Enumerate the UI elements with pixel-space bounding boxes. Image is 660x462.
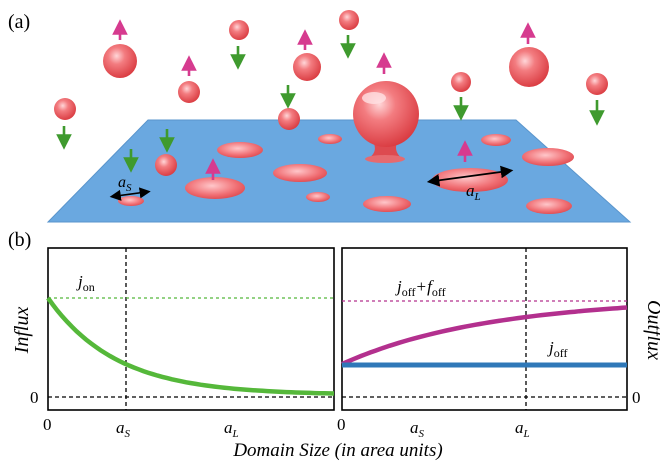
x-tick-al-right: aL	[515, 418, 530, 440]
surface-cap	[306, 192, 330, 202]
small-domain-annotation: aS	[109, 174, 151, 201]
x-tick-zero-left: 0	[43, 415, 52, 434]
droplet	[229, 20, 249, 40]
attached-droplet	[353, 81, 419, 163]
droplet	[155, 154, 177, 176]
surface-cap-small	[118, 196, 144, 206]
panel-b: (b) jon joff+foff joff Influx Outflux 0 …	[8, 229, 660, 461]
large-domain-annotation: aL	[426, 165, 514, 203]
droplet	[54, 98, 76, 120]
droplet	[293, 53, 321, 81]
surface-cap	[185, 177, 245, 199]
x-tick-as-right: aS	[410, 418, 425, 440]
panel-a: (a)	[8, 10, 632, 223]
outflux-total-curve	[341, 305, 628, 367]
influx-plot-frame	[47, 247, 335, 411]
x-tick-al-left: aL	[224, 418, 239, 440]
x-tick-zero-right: 0	[337, 415, 346, 434]
droplet	[103, 44, 137, 78]
outflux-y-zero: 0	[632, 388, 641, 407]
panel-a-label: (a)	[8, 11, 30, 33]
surface-cap	[526, 198, 572, 214]
surface-cap	[217, 142, 263, 158]
outflux-arrows	[112, 19, 536, 180]
surface-cap	[363, 196, 411, 212]
droplet	[586, 73, 608, 95]
x-axis-label: Domain Size (in area units)	[232, 440, 442, 461]
x-tick-as-left: aS	[116, 418, 131, 440]
influx-y-zero: 0	[30, 388, 39, 407]
influx-arrows	[56, 35, 605, 173]
panel-b-label: (b)	[8, 229, 31, 251]
influx-ylabel: Influx	[11, 307, 33, 355]
large-domain-label: aL	[466, 181, 481, 203]
surface-cap	[522, 148, 574, 166]
surface-cap	[481, 134, 511, 146]
outflux-plot-frame	[341, 247, 628, 411]
j-off-label: joff	[547, 338, 568, 360]
droplet	[509, 47, 549, 87]
j-off-plus-f-off-label: joff+foff	[395, 277, 446, 299]
small-domain-label: aS	[118, 174, 132, 194]
droplet	[178, 81, 200, 103]
droplet	[451, 72, 471, 92]
floating-droplets	[54, 10, 608, 176]
influx-curve	[46, 296, 335, 396]
surface-cap	[318, 134, 342, 144]
surface-cap	[273, 164, 327, 182]
droplet	[339, 10, 359, 30]
outflux-ylabel: Outflux	[643, 300, 660, 360]
droplet	[278, 108, 300, 130]
j-on-label: jon	[76, 272, 95, 294]
